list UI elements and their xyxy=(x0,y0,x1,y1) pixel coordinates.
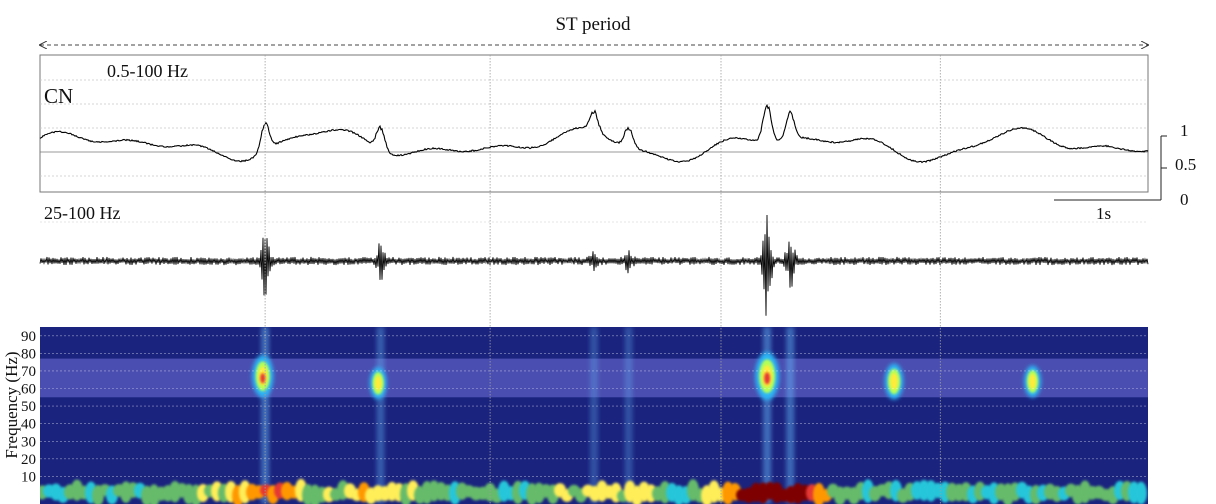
y-tick-label: 50 xyxy=(21,399,36,415)
channel-label: CN xyxy=(44,84,73,108)
scale-tick-1: 1 xyxy=(1180,121,1189,140)
highband-band-label: 25-100 Hz xyxy=(44,203,120,223)
y-tick-label: 60 xyxy=(21,382,36,398)
spectrogram-hotspot xyxy=(1024,365,1041,398)
y-tick-label: 90 xyxy=(21,329,36,345)
broadband-band-label: 0.5-100 Hz xyxy=(107,61,188,81)
y-tick-label: 70 xyxy=(21,364,36,380)
chart-title: ST period xyxy=(555,14,631,35)
y-tick-label: 10 xyxy=(21,469,36,485)
spectrogram-hotspot xyxy=(884,363,904,400)
time-scale-label: 1s xyxy=(1096,204,1111,223)
broadband-frame xyxy=(39,54,1149,193)
spectrogram-gridlines xyxy=(40,335,1148,477)
spectrogram-hotspot xyxy=(252,355,274,398)
spectrogram-cell xyxy=(1135,481,1147,504)
scale-bar: 1 0.5 0 1s xyxy=(1054,121,1196,223)
spectrogram-streak xyxy=(786,327,795,504)
spectrogram-low-band xyxy=(40,478,1147,504)
spectrogram-streak xyxy=(763,327,772,504)
scale-tick-05: 0.5 xyxy=(1175,155,1196,174)
broadband-gridlines xyxy=(40,79,1148,177)
spectrogram-streak xyxy=(624,327,633,504)
broadband-trace xyxy=(39,103,1149,164)
highband-panel: 25-100 Hz xyxy=(39,203,1149,316)
highband-trace xyxy=(39,214,1149,316)
broadband-panel: 0.5-100 Hz CN xyxy=(39,54,1149,193)
y-tick-label: 40 xyxy=(21,417,36,433)
y-tick-label: 80 xyxy=(21,346,36,362)
spectrogram-streak xyxy=(376,327,385,504)
y-tick-label: 30 xyxy=(21,434,36,450)
spectrogram-hotspot xyxy=(755,352,780,401)
scale-tick-0: 0 xyxy=(1180,190,1189,209)
spectrogram-hotspot xyxy=(369,367,387,400)
spectrogram-y-label: Frequency (Hz) xyxy=(2,351,21,458)
y-tick-label: 20 xyxy=(21,452,36,468)
spectrogram-streak xyxy=(590,327,598,504)
